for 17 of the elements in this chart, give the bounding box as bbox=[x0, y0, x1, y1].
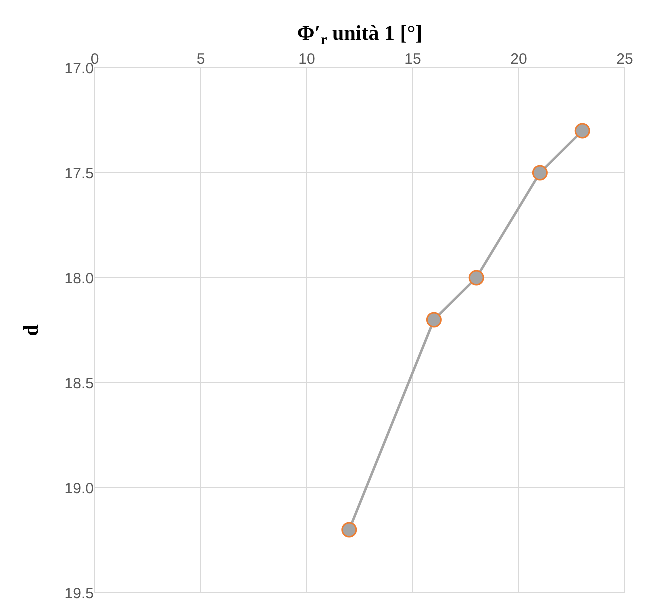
x-tick-label: 15 bbox=[404, 51, 422, 68]
x-axis-title: Φ′$_{r}$ unità 1 [°] bbox=[297, 21, 423, 49]
y-tick-label: 18.0 bbox=[64, 270, 94, 288]
y-tick-label: 18.5 bbox=[64, 375, 94, 392]
point bbox=[574, 123, 590, 139]
point bbox=[468, 270, 484, 286]
y-tick-label: 19.5 bbox=[64, 585, 94, 602]
point bbox=[342, 522, 358, 538]
point bbox=[426, 312, 442, 328]
point bbox=[532, 165, 548, 181]
x-tick-label: 10 bbox=[298, 51, 316, 68]
x-tick-label: 20 bbox=[510, 51, 528, 68]
x-tick-label: 25 bbox=[616, 51, 634, 68]
y-tick-label: 17.5 bbox=[64, 165, 94, 182]
y-axis-title: d bbox=[18, 324, 43, 336]
y-tick-label: 19.0 bbox=[64, 480, 94, 498]
x-tick-label: 5 bbox=[196, 51, 206, 68]
